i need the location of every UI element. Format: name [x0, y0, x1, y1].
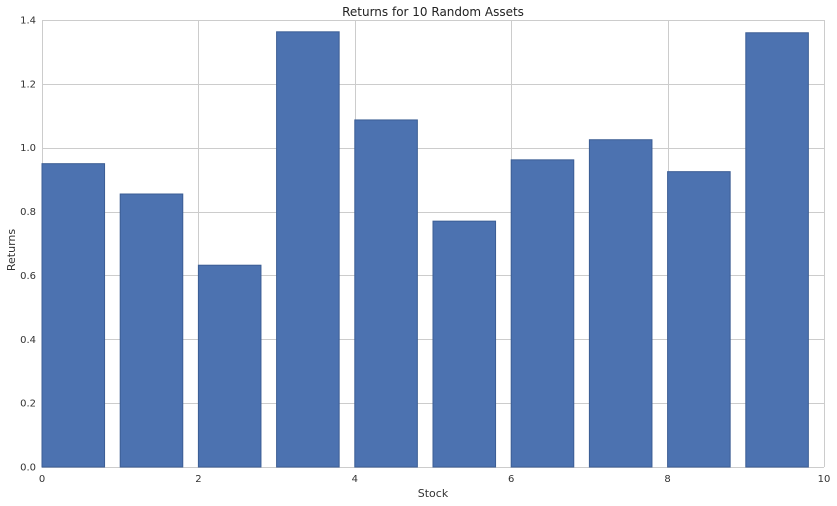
- x-tick-label: 0: [39, 474, 45, 485]
- y-tick-label: 0.4: [20, 335, 36, 346]
- y-tick-label: 1.4: [20, 16, 36, 27]
- bar-9: [745, 32, 809, 468]
- y-tick-labels: 0.0 0.2 0.4 0.6 0.8 1.0 1.2 1.4: [20, 16, 36, 474]
- x-tick-label: 2: [195, 474, 201, 485]
- bar-6: [510, 159, 575, 468]
- x-tick-labels: 0 2 4 6 8 10: [39, 474, 831, 485]
- bar-7: [588, 139, 653, 468]
- bar-8: [667, 171, 731, 468]
- x-tick-label: 6: [508, 474, 514, 485]
- bar-3: [276, 31, 340, 468]
- bar-5: [432, 220, 497, 468]
- y-axis-label: Returns: [5, 229, 18, 272]
- bar-0: [41, 163, 106, 468]
- bars: [41, 31, 809, 468]
- x-tick-label: 4: [352, 474, 358, 485]
- x-tick-label: 8: [664, 474, 670, 485]
- bar-2: [197, 264, 262, 468]
- x-axis-label: Stock: [418, 487, 449, 500]
- y-tick-label: 0.0: [20, 463, 36, 474]
- x-tick-label: 10: [818, 474, 831, 485]
- y-tick-label: 0.8: [20, 207, 36, 218]
- bar-1: [119, 193, 184, 468]
- y-tick-label: 1.0: [20, 143, 36, 154]
- y-tick-label: 0.2: [20, 399, 36, 410]
- y-tick-label: 0.6: [20, 271, 36, 282]
- chart-title: Returns for 10 Random Assets: [342, 5, 524, 19]
- bar-4: [354, 119, 418, 468]
- y-tick-label: 1.2: [20, 79, 36, 90]
